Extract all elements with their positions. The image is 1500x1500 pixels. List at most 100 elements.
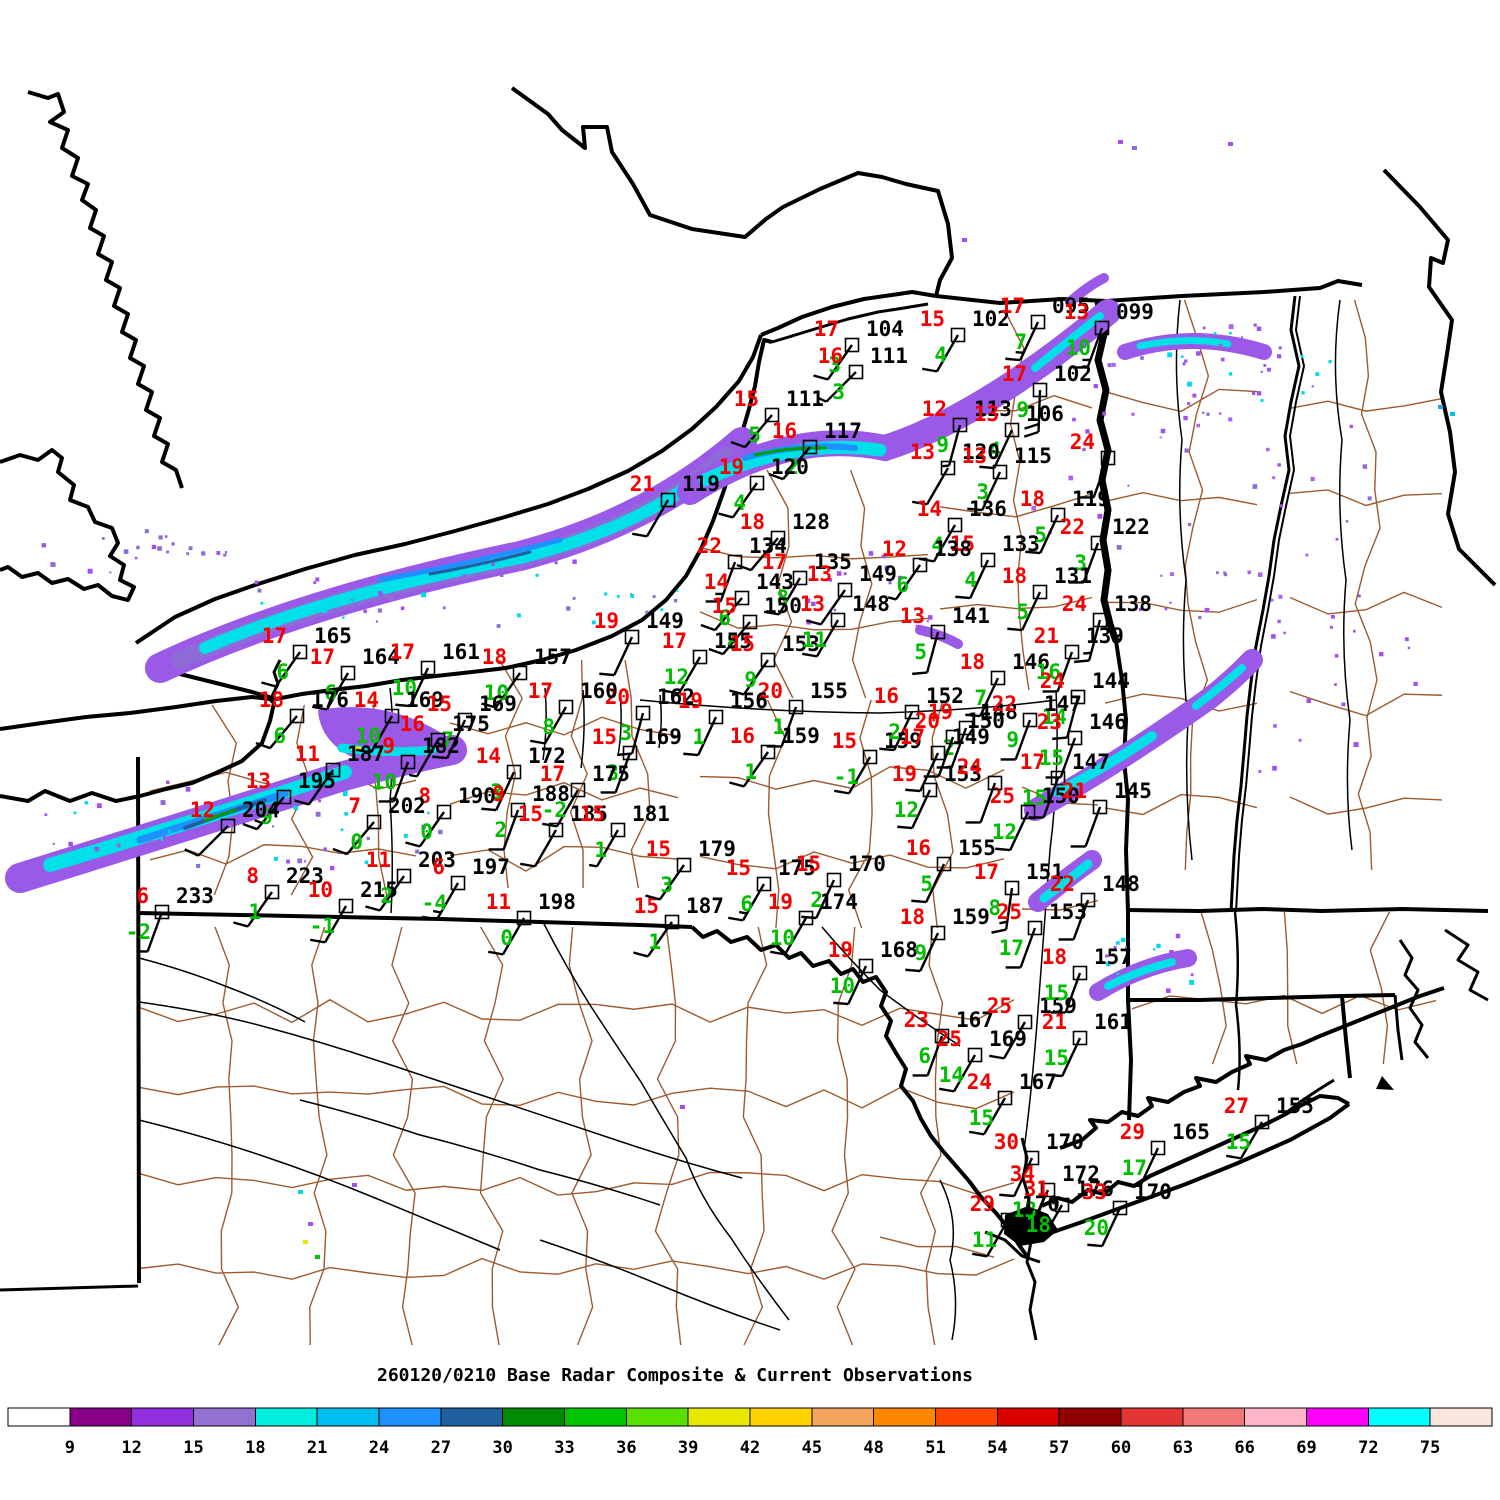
wind-barb-tick [683,752,699,757]
radar-speckle [1352,629,1356,633]
radar-speckle [322,608,327,614]
county-line [654,926,682,1346]
station-marker [992,464,1008,480]
radar-speckle [1362,464,1368,469]
radar-speckle [315,811,321,817]
radar-speckle [1271,634,1276,639]
colorbar-tick-label: 72 [1358,1438,1378,1458]
station-plot: 15 169 3 [592,725,682,794]
colorbar-segment [378,1407,442,1427]
radar-speckle [1131,412,1135,416]
station-marker [1032,584,1048,600]
station-pressure: 113 [974,397,1012,421]
radar-speckle [1068,475,1074,481]
county-line [569,659,588,889]
station-marker [742,614,758,630]
radar-speckle [216,551,221,555]
station-temperature: 21 [630,472,655,496]
radar-speckle [1160,574,1163,577]
wind-barb-tick [738,910,748,915]
station-temperature: 29 [970,1192,995,1216]
radar-speckle [313,581,317,585]
station-marker [830,612,846,628]
station-plot: 17 160 8 [528,679,618,745]
station-marker [967,1047,983,1063]
station-marker [930,745,946,761]
station-plot: 15 102 4 [920,307,1010,373]
colorbar-segment [7,1407,71,1427]
station-temperature: 10 [308,878,333,902]
radar-speckle [884,565,890,571]
radar-speckle [260,601,264,605]
station-pressure: 168 [880,938,918,962]
station-temperature: 19 [678,689,703,713]
county-line [699,851,1005,870]
station-dewpoint: 17 [999,936,1024,960]
station-temperature: 18 [1042,945,1067,969]
station-plot: 13 115 3 [962,444,1052,512]
station-marker [1020,804,1036,820]
station-pressure: 136 [969,497,1007,521]
radar-echo [753,446,827,457]
station-dewpoint: 12 [992,820,1017,844]
station-plot: 18 131 5 [1002,564,1092,632]
station-marker [624,629,640,645]
radar-speckle [1169,601,1172,604]
radar-speckle [1258,770,1262,773]
radar-speckle [421,592,427,598]
radar-speckle [1133,531,1136,534]
station-dewpoint: 5 [1034,523,1047,547]
wind-barb-tick [770,950,786,956]
station-pressure: 169 [644,725,682,749]
radar-speckle [303,1240,308,1244]
radar-speckle [1305,553,1309,557]
radar-speckle [535,573,539,577]
station-plot: 25 169 14 [937,1027,1027,1093]
station-pressure: 165 [1172,1120,1210,1144]
station-dewpoint: 5 [1016,600,1029,624]
station-temperature: 31 [1024,1177,1049,1201]
radar-speckle [254,580,259,585]
station-marker [1080,892,1096,908]
station-marker [1054,1197,1070,1213]
station-plot: 22 134 [697,534,787,603]
radar-speckle [652,595,656,599]
county-line [1289,796,1443,815]
county-line [1283,911,1298,1065]
station-dewpoint: -4 [422,891,447,915]
station-dewpoint: 3 [832,380,845,404]
radar-speckle [1367,496,1372,501]
station-temperature: 29 [1120,1120,1145,1144]
county-line [214,926,240,1346]
station-plot: 11 198 0 [486,890,576,956]
state-border [1340,995,1352,1079]
radar-speckle [185,786,191,792]
river-line [542,921,790,1321]
radar-speckle [1301,391,1305,395]
map-title: 260120/0210 Base Radar Composite & Curre… [377,1365,973,1386]
radar-speckle [1118,140,1123,144]
radar-speckle [1263,364,1267,367]
station-pressure: 120 [962,440,1000,464]
colorbar-tick-label: 69 [1296,1438,1316,1458]
radar-speckle [1127,484,1130,487]
station-temperature: 25 [997,900,1022,924]
station-marker [506,764,522,780]
station-temperature: 15 [796,852,821,876]
station-dewpoint: 7 [1014,330,1027,354]
station-pressure: 095 [1052,294,1090,318]
station-pressure: 164 [362,645,400,669]
station-dewpoint: 3 [828,353,841,377]
station-plot: 18 119 5 [1020,487,1110,555]
station-pressure: 144 [1092,669,1130,693]
station-plot: 34 172 13 [1010,1162,1100,1230]
county-line [391,926,416,1346]
station-marker [692,649,708,665]
station-marker [1030,314,1046,330]
station-plot: 9 188 2 [488,782,570,851]
station-marker [264,884,280,900]
radar-speckle [377,608,382,613]
station-plot: 17 161 10 [390,640,480,708]
